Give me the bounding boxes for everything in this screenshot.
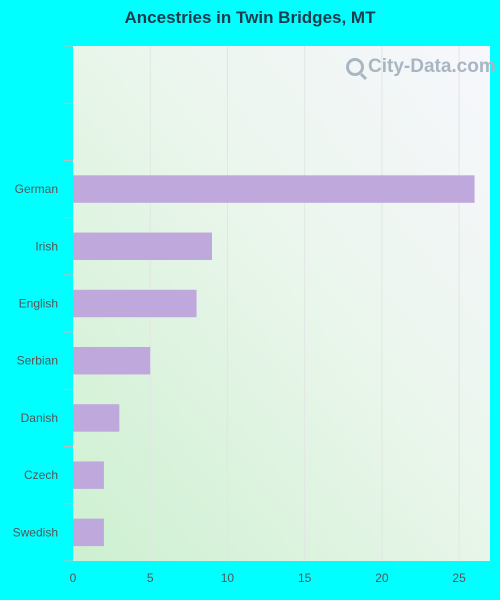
y-tick-label: Danish: [21, 411, 58, 425]
bar-german: [73, 175, 475, 203]
bars: [73, 175, 475, 547]
bar-swedish: [73, 518, 104, 547]
y-tick-label: Irish: [35, 239, 58, 253]
bar-irish: [73, 232, 212, 261]
y-axis: German Irish English Serbian Danish Czech Swed…: [13, 45, 73, 562]
bar-serbian: [73, 346, 151, 375]
bar-english: [73, 289, 197, 318]
watermark-text: City-Data.com: [368, 56, 496, 77]
y-tick-label: Serbian: [17, 354, 58, 368]
bar-czech: [73, 461, 104, 489]
magnifier-icon: [346, 58, 364, 76]
x-tick-label: 15: [298, 571, 312, 585]
y-tick-label: English: [19, 297, 58, 311]
y-tick-label: Swedish: [13, 525, 58, 539]
chart-title: Ancestries in Twin Bridges, MT: [124, 8, 376, 27]
y-tick-label: German: [15, 182, 58, 196]
x-tick-label: 25: [452, 571, 466, 585]
x-tick-label: 10: [221, 571, 235, 585]
x-axis: 0 5 10 15 20 25: [70, 571, 466, 585]
x-tick-label: 5: [147, 571, 154, 585]
watermark: City-Data.com: [346, 56, 496, 78]
bar-danish: [73, 404, 120, 432]
y-tick-label: Czech: [24, 468, 58, 482]
x-tick-label: 0: [70, 571, 77, 585]
x-tick-label: 20: [375, 571, 389, 585]
